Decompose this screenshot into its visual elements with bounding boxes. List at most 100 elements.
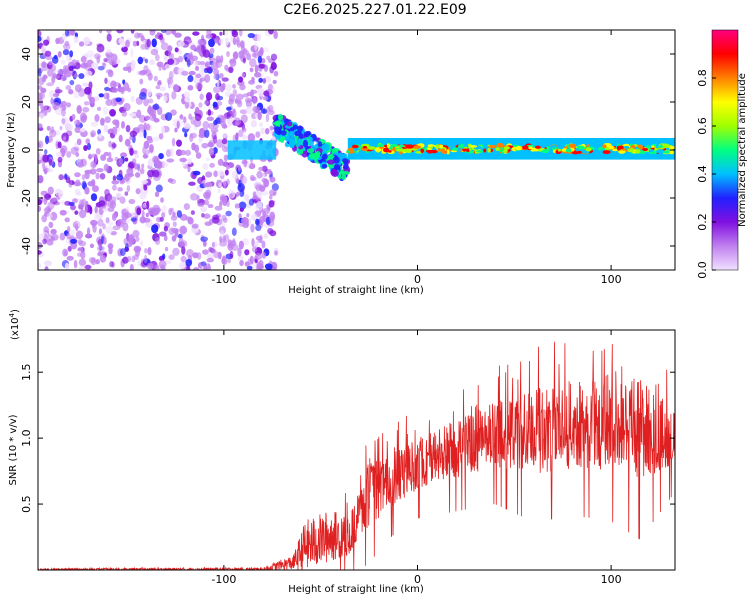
heatmap-cell (117, 86, 125, 93)
heatmap-cell (216, 139, 224, 148)
heatmap-cell (271, 183, 279, 191)
heatmap-cell (149, 144, 154, 153)
heatmap-cell (161, 204, 167, 214)
heatmap-cell (71, 113, 76, 121)
heatmap-cell (240, 114, 248, 124)
heatmap-cell (97, 252, 103, 257)
heatmap-cell (353, 147, 359, 152)
heatmap-cell (50, 228, 57, 235)
heatmap-cell (269, 125, 274, 131)
heatmap-cell (107, 206, 115, 213)
heatmap-cell (234, 39, 241, 46)
heatmap-cell (183, 122, 191, 130)
heatmap-cell (202, 121, 210, 130)
heatmap-cell (220, 230, 224, 239)
heatmap-cell (38, 175, 44, 184)
heatmap-cell (71, 69, 75, 77)
snr-series-line (38, 341, 675, 570)
heatmap-cell (391, 143, 398, 147)
heatmap-cell (435, 144, 440, 149)
heatmap-cell (222, 198, 228, 207)
heatmap-cell (306, 148, 315, 154)
heatmap-cell (85, 138, 91, 145)
heatmap-cell (94, 114, 100, 122)
heatmap-cell (250, 223, 255, 233)
colorbar-tick-label: 0.6 (696, 117, 709, 135)
heatmap-cell (254, 240, 259, 248)
heatmap-cell (634, 149, 641, 154)
heatmap-cell (206, 116, 215, 122)
heatmap-cell (84, 204, 88, 213)
y-tick-label: 20 (20, 95, 33, 109)
heatmap-cell (246, 212, 250, 218)
heatmap-cell (185, 149, 192, 156)
heatmap-cell (115, 119, 120, 129)
heatmap-cell (259, 234, 263, 244)
colorbar: 0.0 0.2 0.4 0.6 0.8 Normalized spectral ampl… (696, 29, 748, 279)
heatmap-cell (192, 31, 200, 36)
heatmap-cell (402, 148, 408, 153)
heatmap-cell (618, 149, 626, 154)
heatmap-cell (98, 200, 106, 207)
heatmap-cell (159, 216, 164, 222)
heatmap-cell (225, 83, 232, 92)
heatmap-cell (405, 144, 414, 149)
heatmap-cell (495, 147, 501, 151)
heatmap-cell (57, 141, 62, 149)
heatmap-cell (146, 149, 150, 155)
heatmap-cell (182, 263, 186, 268)
heatmap-cell (245, 194, 250, 203)
heatmap-cell (219, 73, 224, 79)
heatmap-cell (260, 127, 266, 135)
heatmap-cell (99, 254, 107, 263)
heatmap-cell (118, 134, 123, 143)
heatmap-cell (160, 30, 167, 34)
heatmap-cell (260, 108, 268, 114)
heatmap-cell (136, 70, 140, 76)
heatmap-cell (149, 59, 155, 66)
heatmap-cell (47, 207, 52, 212)
heatmap-cell (96, 246, 105, 251)
heatmap-cell (235, 132, 239, 142)
heatmap-cell (139, 240, 144, 247)
heatmap-cell (224, 64, 229, 71)
heatmap-cell (183, 116, 187, 124)
heatmap-cell (179, 157, 187, 163)
heatmap-cell (258, 122, 263, 128)
heatmap-cell (254, 42, 258, 51)
heatmap-cell (174, 232, 179, 238)
heatmap-cell (242, 238, 249, 246)
heatmap-cell (236, 191, 240, 197)
heatmap-cell (460, 143, 464, 148)
heatmap-cell (89, 168, 97, 175)
heatmap-cell (141, 163, 145, 169)
heatmap-cell (214, 205, 223, 211)
heatmap-cell (90, 257, 97, 266)
heatmap-cell (143, 122, 147, 132)
heatmap-cell (256, 33, 262, 42)
heatmap-cell (199, 61, 206, 66)
heatmap-cell (248, 198, 255, 206)
heatmap-cell (361, 143, 370, 148)
heatmap-cell (78, 258, 87, 267)
heatmap-cell (103, 124, 109, 133)
heatmap-cell (44, 135, 50, 145)
heatmap-cell (386, 143, 391, 149)
heatmap-cell (249, 255, 254, 265)
heatmap-cell (427, 144, 435, 147)
heatmap-cell (146, 88, 152, 97)
heatmap-cell (213, 68, 220, 76)
heatmap-cell (103, 151, 110, 157)
heatmap-cell (174, 127, 178, 133)
heatmap-cell (267, 83, 273, 91)
heatmap-cell (290, 135, 295, 142)
heatmap-cell (199, 93, 204, 101)
heatmap-cell (642, 147, 649, 152)
heatmap-cell (298, 133, 304, 140)
heatmap-cell (112, 225, 121, 231)
heatmap-cell (576, 150, 583, 154)
heatmap-cell (41, 214, 48, 223)
heatmap-cell (202, 49, 211, 58)
heatmap-cell (104, 189, 109, 195)
heatmap-cell (129, 147, 134, 156)
